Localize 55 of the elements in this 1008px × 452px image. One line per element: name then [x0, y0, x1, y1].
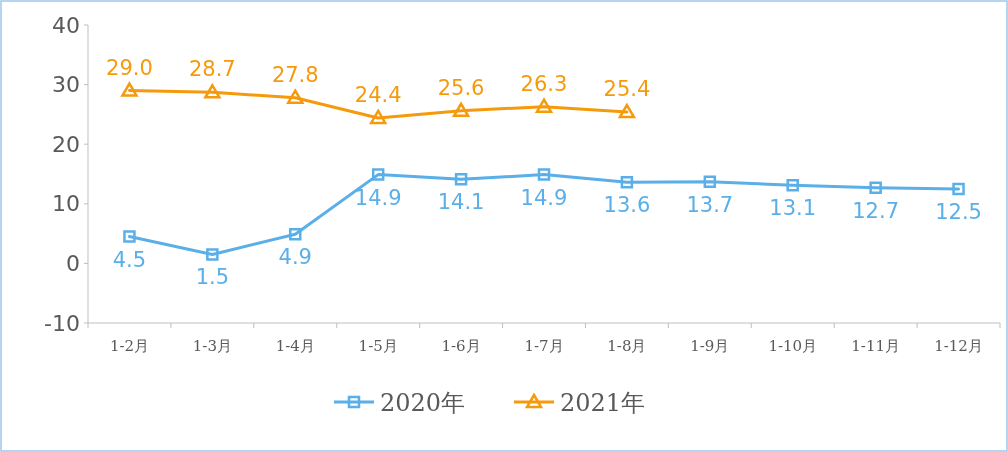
x-tick-label: 1-7月 [524, 337, 564, 355]
x-tick-label: 1-8月 [607, 337, 647, 355]
x-tick-label: 1-11月 [851, 337, 900, 355]
y-tick-label: 10 [52, 191, 80, 217]
x-tick-label: 1-2月 [109, 337, 150, 355]
data-label: 27.8 [271, 62, 319, 87]
point [618, 103, 636, 119]
point [786, 179, 799, 192]
point [123, 230, 136, 243]
x-tick-label: 1-6月 [441, 337, 481, 355]
point [206, 248, 219, 261]
x-tick-label: 1-12月 [934, 337, 983, 355]
x-tick-label: 1-9月 [690, 337, 730, 355]
point [121, 82, 138, 97]
x-tick-label: 1-3月 [192, 337, 232, 355]
data-label: 24.4 [354, 82, 402, 107]
data-label: 14.9 [520, 185, 568, 210]
data-label: 12.5 [935, 199, 982, 224]
legend-label: 2021年 [560, 389, 646, 417]
point [371, 168, 385, 181]
point [620, 176, 634, 189]
data-label: 12.7 [852, 198, 900, 223]
x-tick-label: 1-5月 [358, 337, 398, 355]
y-tick-label: -10 [44, 310, 80, 336]
data-label: 26.3 [520, 71, 568, 96]
legend-label: 2020年 [380, 389, 466, 417]
data-label: 14.1 [437, 190, 485, 215]
data-label: 13.1 [769, 196, 817, 221]
data-label: 29.0 [106, 55, 153, 80]
data-label: 4.9 [278, 245, 312, 270]
data-label: 4.5 [112, 247, 147, 272]
y-tick-label: 40 [52, 12, 80, 38]
point [703, 175, 717, 188]
data-label: 25.6 [437, 75, 485, 100]
data-label: 13.6 [603, 193, 651, 218]
x-tick-label: 1-10月 [768, 337, 818, 355]
point [869, 181, 882, 194]
point [204, 84, 221, 99]
x-tick-label: 1-4月 [275, 337, 315, 355]
data-label: 13.7 [686, 192, 734, 217]
y-tick-label: 0 [66, 250, 80, 276]
point [452, 102, 470, 118]
data-label: 25.4 [603, 77, 651, 102]
point [454, 173, 468, 186]
data-label: 14.9 [354, 185, 402, 210]
y-tick-label: 20 [52, 131, 80, 157]
y-tick-label: 30 [52, 72, 80, 98]
point [952, 182, 965, 196]
point [537, 168, 551, 181]
point [369, 109, 387, 125]
point [535, 98, 553, 113]
point [287, 89, 304, 104]
data-label: 1.5 [195, 265, 230, 290]
data-label: 28.7 [188, 57, 236, 82]
point [289, 227, 302, 241]
